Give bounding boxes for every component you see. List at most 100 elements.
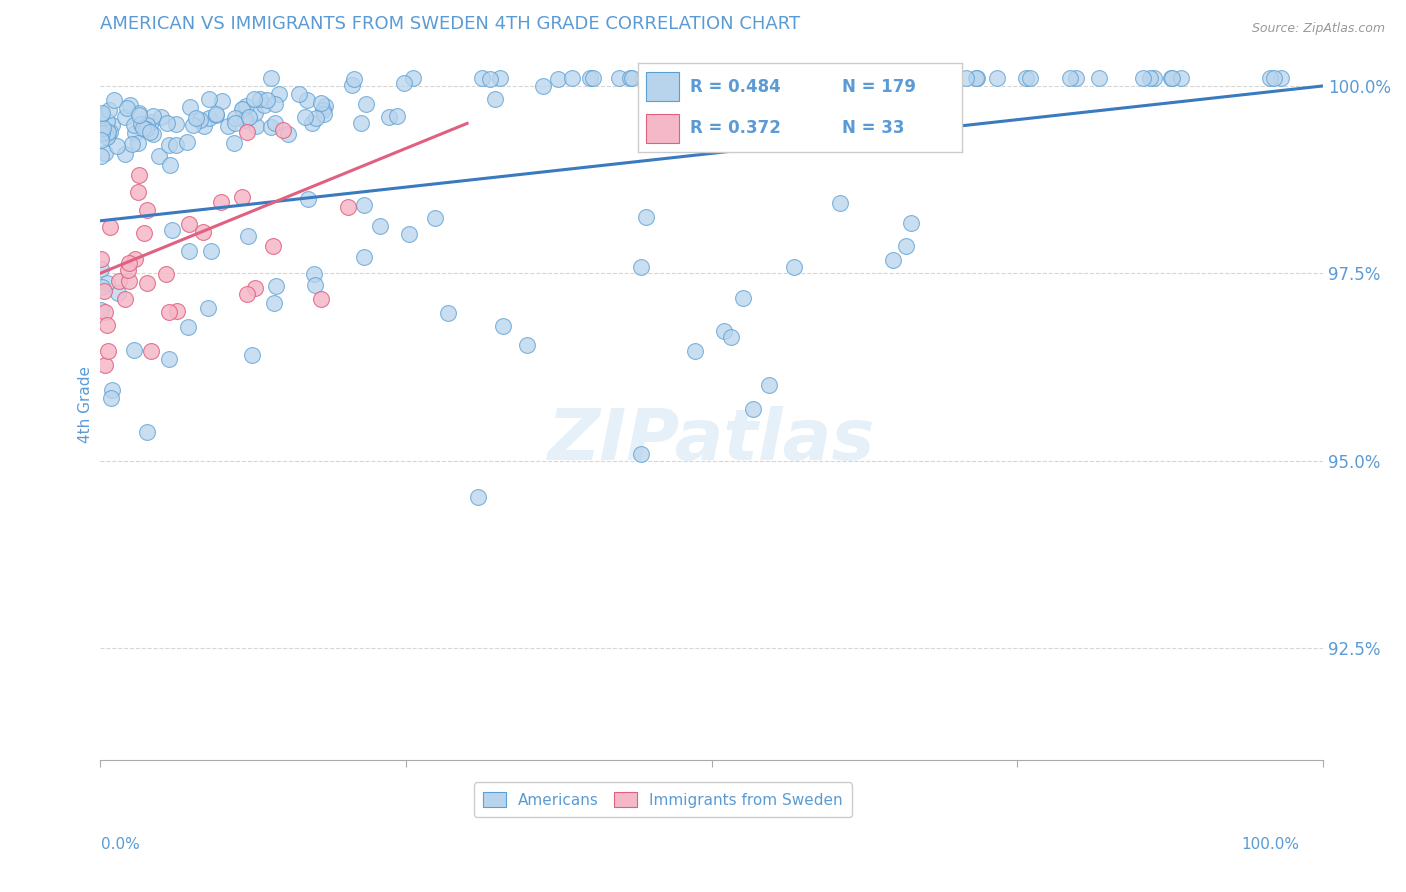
Text: Source: ZipAtlas.com: Source: ZipAtlas.com <box>1251 22 1385 36</box>
Point <box>165 117 187 131</box>
Point <box>942 71 965 86</box>
Point <box>955 71 977 86</box>
Text: ZIPatlas: ZIPatlas <box>548 406 876 475</box>
Point <box>1015 71 1038 86</box>
Point <box>238 110 260 124</box>
Point <box>484 92 506 106</box>
Point <box>1143 71 1166 86</box>
Point <box>90 148 112 162</box>
Point <box>108 274 131 288</box>
Point <box>155 268 177 282</box>
Point <box>368 219 391 233</box>
Point <box>90 280 112 294</box>
Point <box>387 109 409 123</box>
Point <box>127 185 149 199</box>
Point <box>309 96 332 111</box>
Point <box>761 71 783 86</box>
Point <box>1088 71 1111 86</box>
Point <box>114 293 136 307</box>
Point <box>139 114 162 128</box>
Point <box>159 158 181 172</box>
Point <box>96 318 118 332</box>
Point <box>90 108 112 122</box>
Point <box>733 291 755 305</box>
Point <box>297 192 319 206</box>
Point <box>122 343 145 357</box>
Point <box>101 384 124 398</box>
Legend: Americans, Immigrants from Sweden: Americans, Immigrants from Sweden <box>474 782 852 817</box>
Point <box>211 94 233 108</box>
Point <box>725 71 748 86</box>
Text: 0.0%: 0.0% <box>101 838 141 852</box>
Point <box>200 244 222 259</box>
Point <box>398 227 420 241</box>
Point <box>882 252 904 267</box>
Point <box>353 198 375 212</box>
Point <box>222 136 245 150</box>
Point <box>235 99 257 113</box>
Point <box>197 301 219 315</box>
Point <box>209 195 232 210</box>
Point <box>136 203 159 218</box>
Point <box>91 121 114 136</box>
Point <box>142 127 165 141</box>
Point <box>117 262 139 277</box>
Point <box>301 116 323 130</box>
Point <box>1059 71 1081 86</box>
Point <box>336 200 359 214</box>
Point <box>734 71 756 86</box>
Point <box>751 71 773 86</box>
Point <box>619 71 641 86</box>
Point <box>986 71 1008 86</box>
Point <box>309 292 332 306</box>
Point <box>1160 71 1182 86</box>
Point <box>311 103 333 118</box>
Point <box>264 279 287 293</box>
Point <box>305 111 328 125</box>
Point <box>224 116 246 130</box>
Point <box>114 146 136 161</box>
Point <box>378 110 401 124</box>
Point <box>966 71 988 86</box>
Point <box>516 338 538 352</box>
Point <box>821 71 844 86</box>
Point <box>478 71 501 86</box>
Point <box>782 71 804 86</box>
Point <box>132 226 155 240</box>
Point <box>350 116 373 130</box>
Point <box>260 71 283 86</box>
Point <box>236 228 259 243</box>
Point <box>198 111 221 125</box>
Point <box>100 125 122 139</box>
Point <box>121 137 143 152</box>
Point <box>107 286 129 301</box>
Point <box>713 324 735 338</box>
Point <box>231 102 253 116</box>
Point <box>353 250 375 264</box>
Point <box>90 106 112 120</box>
Point <box>157 138 180 153</box>
Point <box>253 97 276 112</box>
Point <box>191 225 214 239</box>
Point <box>582 71 605 86</box>
Point <box>830 195 852 210</box>
Text: 100.0%: 100.0% <box>1241 838 1299 852</box>
Point <box>96 130 118 145</box>
Point <box>277 127 299 141</box>
Point <box>103 93 125 107</box>
Point <box>98 103 121 118</box>
Point <box>314 99 336 113</box>
Point <box>856 71 879 86</box>
Point <box>547 71 569 86</box>
Point <box>621 71 644 86</box>
Point <box>607 71 630 86</box>
Point <box>205 106 228 120</box>
Point <box>124 126 146 140</box>
Point <box>90 133 112 147</box>
Point <box>114 110 136 124</box>
Point <box>402 71 425 86</box>
Point <box>127 136 149 150</box>
Point <box>235 286 257 301</box>
Point <box>105 138 128 153</box>
Point <box>118 274 141 288</box>
